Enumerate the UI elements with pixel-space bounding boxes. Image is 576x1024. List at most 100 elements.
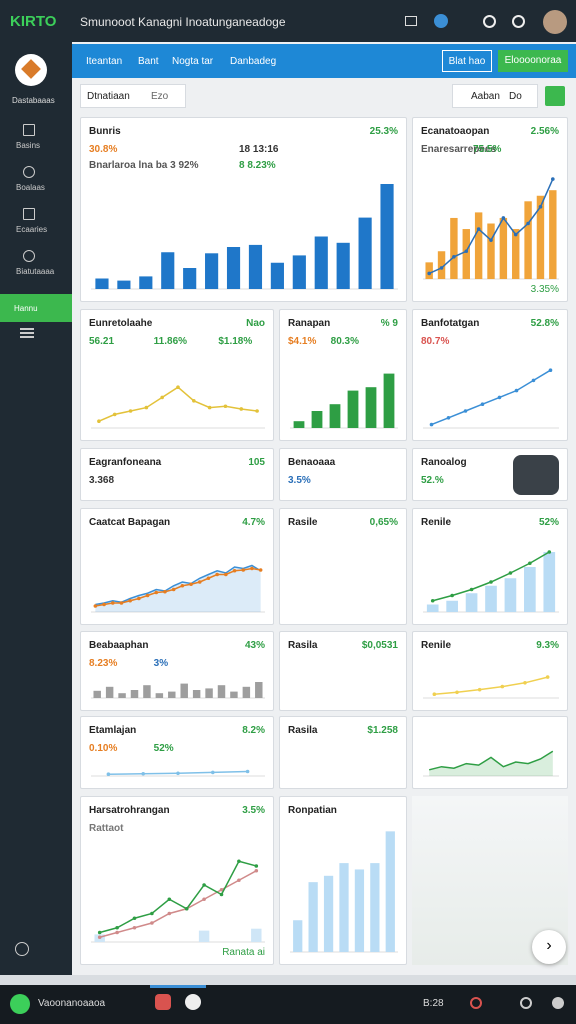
- point: [110, 601, 115, 605]
- line: [99, 870, 257, 938]
- bar: [329, 404, 341, 428]
- point: [232, 568, 237, 573]
- point: [245, 769, 250, 774]
- avatar[interactable]: [543, 10, 567, 34]
- card[interactable]: Benaoaaa 3.5%: [279, 448, 407, 501]
- icon[interactable]: [405, 16, 417, 26]
- icon[interactable]: [483, 15, 496, 28]
- card[interactable]: Rasila $1.258: [279, 716, 407, 789]
- card-stat: 30.8%: [89, 144, 118, 155]
- card[interactable]: Eunretolaahe Nao 56.21 11.86% $1.18%: [80, 309, 274, 441]
- card[interactable]: Ronpatian: [279, 796, 407, 965]
- point: [464, 249, 469, 254]
- bar: [311, 411, 323, 428]
- bar: [383, 373, 395, 428]
- card[interactable]: Rasila $0,0531: [279, 631, 407, 711]
- button[interactable]: Eloooonoraa: [498, 50, 568, 72]
- point: [250, 566, 254, 571]
- card[interactable]: Rasile 0,65%: [279, 508, 407, 625]
- card[interactable]: Renile 9.3%: [412, 631, 568, 711]
- point: [476, 227, 481, 231]
- filter-action[interactable]: [545, 86, 565, 106]
- point: [450, 593, 454, 598]
- sidebar-item[interactable]: Basins: [16, 141, 41, 150]
- card-stat: 8.23%: [89, 658, 118, 669]
- sidebar-item[interactable]: Biatutaaaa: [16, 267, 55, 276]
- card-footer: Ranata ai: [222, 947, 265, 958]
- sidebar-item[interactable]: Boalaas: [16, 183, 45, 192]
- filter[interactable]: Dtnatiaan: [87, 91, 130, 102]
- card[interactable]: Banfotatgan 52.8% 80.7%: [412, 309, 568, 441]
- bar: [524, 201, 532, 279]
- card[interactable]: Bunris 25.3% 30.8% 18 13:16 Bnarlaroa lna ba…: [80, 117, 407, 302]
- point: [548, 368, 553, 372]
- taskbar-app[interactable]: Vaoonanoaaoa: [38, 998, 106, 1009]
- top-bar: KIRTO Smunooot Kanagni Inoatunganeadoge: [0, 0, 576, 42]
- point: [211, 770, 215, 775]
- filter[interactable]: Ezo: [151, 91, 169, 102]
- card[interactable]: Ecanatoaopan 2.56% Enaresarrepees 75.5% 3.35…: [412, 117, 568, 302]
- sidebar-item[interactable]: Ecaaries: [16, 225, 48, 234]
- globe-icon[interactable]: [15, 942, 29, 956]
- nav-tab[interactable]: Nogta tar: [172, 56, 214, 67]
- card-badge: $0,0531: [361, 640, 398, 651]
- bar: [205, 253, 219, 289]
- card[interactable]: [412, 716, 568, 789]
- point: [97, 935, 102, 940]
- card-stat: 8 8.23%: [239, 160, 276, 171]
- upload-button[interactable]: [513, 455, 559, 495]
- sidebar-icon[interactable]: [23, 124, 35, 136]
- point: [430, 598, 435, 603]
- bar: [192, 690, 201, 698]
- taskbar: Vaoonanoaaoa B:28: [0, 985, 576, 1024]
- card[interactable]: Ranoalog 52.%: [412, 448, 568, 501]
- app-icon[interactable]: [155, 994, 171, 1010]
- point: [160, 395, 164, 400]
- sidebar-item[interactable]: Hannu: [14, 304, 38, 313]
- card[interactable]: Ranapan % 9 $4.1% 80.3%: [279, 309, 407, 441]
- bar: [118, 693, 126, 698]
- point: [514, 388, 519, 393]
- card-badge: 52%: [538, 517, 559, 528]
- nav-tab[interactable]: Danbadeg: [230, 56, 277, 67]
- app-icon[interactable]: [185, 994, 201, 1010]
- icon[interactable]: [434, 14, 448, 28]
- point: [219, 892, 224, 897]
- card[interactable]: Beabaaphan 43% 8.23% 3%: [80, 631, 274, 711]
- point: [215, 572, 219, 577]
- tray-icon[interactable]: [470, 997, 482, 1009]
- tray-icon[interactable]: [552, 997, 564, 1009]
- line: [431, 369, 551, 426]
- sidebar-icon[interactable]: [23, 208, 35, 220]
- card[interactable]: Renile 52%: [412, 508, 568, 625]
- filter[interactable]: Aaban: [471, 91, 500, 102]
- bar: [130, 690, 139, 698]
- filter[interactable]: Do: [509, 91, 522, 102]
- card-stat: 3%: [153, 658, 169, 669]
- nav-tab[interactable]: Iteantan: [86, 56, 123, 67]
- sidebar-icon[interactable]: [23, 250, 35, 262]
- bar: [293, 920, 303, 952]
- start-icon[interactable]: [10, 994, 30, 1014]
- nav-tab[interactable]: Bant: [138, 56, 159, 67]
- card-stat: 52.%: [421, 475, 444, 486]
- card-stat: 52%: [153, 743, 174, 754]
- bar: [183, 268, 197, 289]
- point: [239, 407, 244, 411]
- card[interactable]: Caatcat Bapagan 4.7%: [80, 508, 274, 625]
- card[interactable]: Eagranfoneana 105 3.368: [80, 448, 274, 501]
- tray-icon[interactable]: [520, 997, 532, 1009]
- card[interactable]: Harsatrohrangan 3.5% Rattaot Ranata ai: [80, 796, 274, 965]
- card-title: Ronpatian: [288, 805, 337, 816]
- bar: [95, 278, 109, 289]
- scroll-button[interactable]: ›: [532, 930, 566, 964]
- menu-icon[interactable]: [20, 332, 34, 334]
- card-stat: 3.5%: [288, 475, 311, 486]
- point: [137, 596, 141, 601]
- card-stat: $1.18%: [218, 336, 253, 347]
- card[interactable]: Etamlajan 8.2% 0.10% 52%: [80, 716, 274, 789]
- icon[interactable]: [512, 15, 525, 28]
- button[interactable]: Blat hao: [442, 50, 492, 72]
- card-stat: 18 13:16: [239, 144, 279, 155]
- sidebar-icon[interactable]: [23, 166, 35, 178]
